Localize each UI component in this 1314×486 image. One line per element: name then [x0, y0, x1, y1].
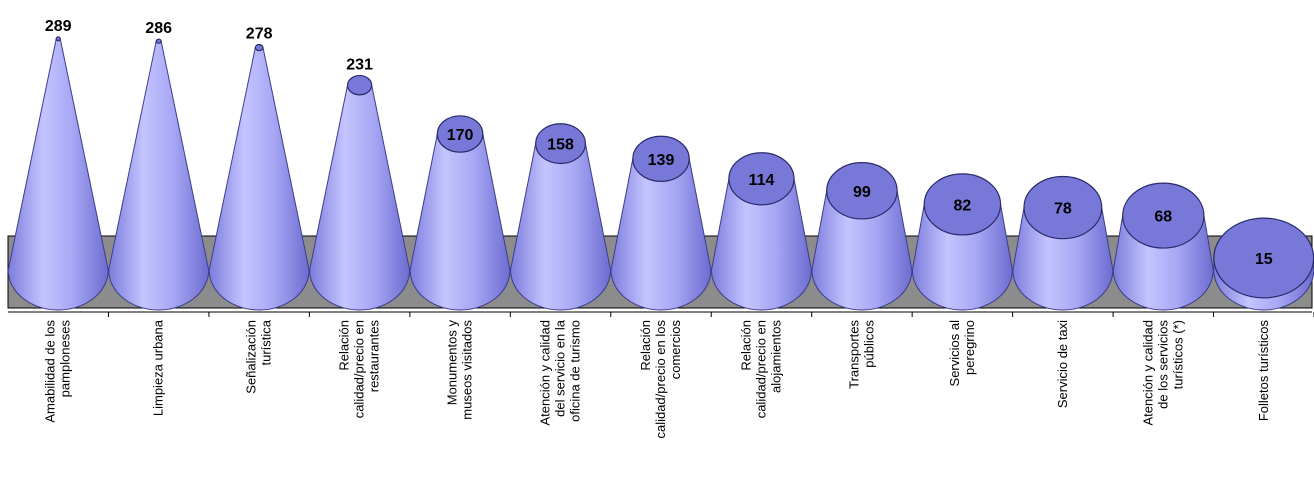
cone-body	[710, 178, 812, 311]
category-label: Relacióncalidad/precio enrestaurantes	[337, 320, 382, 419]
value-label: 139	[648, 152, 675, 169]
cone-body	[409, 133, 511, 311]
cone-body	[108, 40, 210, 311]
value-label: 231	[346, 57, 373, 74]
category-label: Señalizaciónturística	[244, 319, 274, 393]
cone-8	[811, 162, 913, 311]
value-label: 68	[1154, 209, 1172, 226]
value-label: 78	[1054, 201, 1072, 218]
category-label: Atención y calidaddel servicio en laofic…	[538, 319, 583, 425]
value-label: 289	[45, 18, 72, 35]
cone-cap	[1023, 175, 1103, 240]
value-label: 170	[447, 127, 474, 144]
cone-body	[610, 158, 712, 311]
value-label: 99	[853, 184, 871, 201]
cone-cap	[632, 135, 690, 182]
cone-body	[911, 203, 1013, 311]
cone-10	[1012, 175, 1114, 311]
category-label: Relacióncalidad/precio en loscomercios	[638, 320, 683, 439]
cone-cap	[155, 38, 162, 44]
category-label: Relacióncalidad/precio enalojamientos	[738, 320, 783, 419]
category-label: Limpieza urbana	[151, 319, 166, 416]
cone-3	[309, 74, 411, 311]
value-label: 158	[547, 137, 574, 154]
cone-12	[1213, 217, 1314, 311]
cone-cap	[436, 115, 484, 153]
cone-4	[409, 115, 511, 311]
cone-1	[108, 38, 210, 311]
cone-cap	[346, 74, 373, 96]
cone-0	[7, 36, 109, 311]
cone-11	[1112, 182, 1214, 311]
value-label: 278	[246, 26, 273, 43]
category-label: Amabilidad de lospamploneses	[43, 320, 73, 423]
value-label: 114	[749, 172, 775, 189]
cone-9	[911, 173, 1013, 311]
cone-cap	[1122, 182, 1205, 249]
category-label: Servicios alperegrino	[947, 320, 977, 387]
cone-cap	[55, 36, 61, 42]
category-label: Atención y calidadde los serviciosturíst…	[1140, 320, 1185, 426]
cone-cap	[535, 123, 586, 165]
category-label: Servicio de taxi	[1055, 320, 1070, 408]
cone-body	[309, 84, 411, 311]
cone-cap	[826, 162, 898, 220]
cones-group	[7, 36, 1314, 311]
cone-body	[7, 38, 109, 311]
cone-cap	[728, 152, 795, 206]
category-label: Folletos turísticos	[1256, 320, 1271, 422]
cone-body	[510, 143, 612, 311]
cone-6	[610, 135, 712, 311]
category-axis: Amabilidad de lospamploneses Limpieza urb…	[8, 311, 1314, 439]
cone-2	[208, 43, 310, 311]
value-label: 82	[953, 197, 971, 214]
cone-cap	[254, 43, 264, 52]
cone-cap	[923, 173, 1002, 236]
category-label: Monumentos ymuseos visitados	[445, 320, 475, 420]
cone-body	[811, 190, 913, 311]
value-labels: 289 286 278 231 170 158 139 114 99 82 78 68 15	[45, 18, 1273, 268]
cone-7	[710, 152, 812, 311]
value-label: 286	[145, 20, 172, 37]
cone-body	[1012, 207, 1114, 311]
cone-body	[208, 47, 310, 311]
category-label: Transportespúblicos	[846, 320, 876, 389]
value-label: 15	[1255, 251, 1273, 268]
cone-5	[510, 123, 612, 311]
